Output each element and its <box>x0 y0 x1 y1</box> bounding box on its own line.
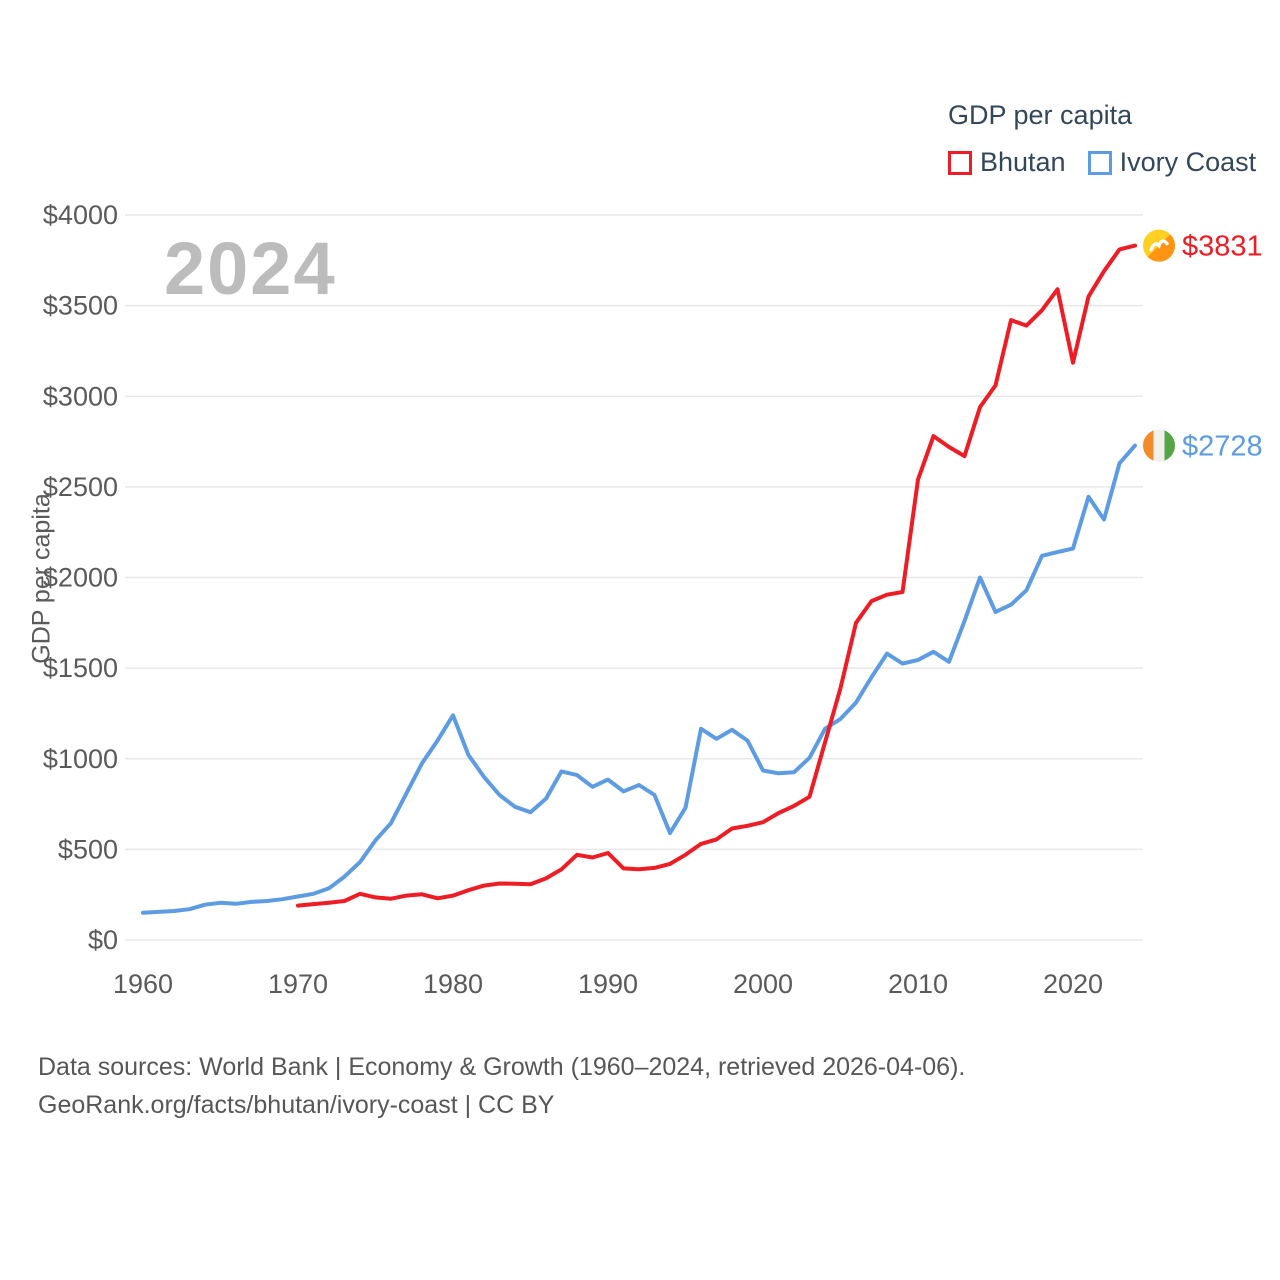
bhutan-flag-icon <box>1141 227 1177 264</box>
x-tick-label: 2010 <box>888 969 948 999</box>
watermark-year: 2024 <box>164 227 337 310</box>
legend-items: Bhutan Ivory Coast <box>948 147 1256 178</box>
x-tick-label: 1970 <box>268 969 328 999</box>
y-tick-label: $500 <box>58 834 118 864</box>
ivory-coast-color-swatch <box>1087 150 1112 175</box>
chart-legend: GDP per capita Bhutan Ivory Coast <box>948 100 1256 178</box>
bhutan-end-value-label: $3831 <box>1182 231 1263 263</box>
ivory-coast-line <box>141 443 1137 915</box>
y-tick-label: $3000 <box>43 381 118 411</box>
y-tick-label: $1500 <box>43 653 118 683</box>
legend-item-label: Ivory Coast <box>1119 147 1257 177</box>
y-tick-label: $1000 <box>43 744 118 774</box>
footer-source-line: Data sources: World Bank | Economy & Gro… <box>38 1053 966 1081</box>
x-tick-label: 2020 <box>1043 969 1103 999</box>
y-tick-label: $2500 <box>43 472 118 502</box>
legend-item-ivory-coast[interactable]: Ivory Coast <box>1087 147 1257 178</box>
footer-attribution-line: GeoRank.org/facts/bhutan/ivory-coast | C… <box>38 1091 555 1119</box>
bhutan-line <box>296 243 1137 908</box>
x-tick-label: 2000 <box>733 969 793 999</box>
x-tick-label: 1960 <box>113 969 173 999</box>
gdp-line-chart: $0 $500 $1000 $1500 $2000 $2500 $3000 $3500 $400… <box>43 200 1263 999</box>
bhutan-color-swatch <box>948 150 972 175</box>
x-tick-label: 1990 <box>578 969 638 999</box>
y-tick-label: $3500 <box>43 291 118 321</box>
ivory-coast-flag-icon <box>1141 427 1177 464</box>
legend-item-bhutan[interactable]: Bhutan <box>948 147 1066 178</box>
y-tick-label: $2000 <box>43 563 118 593</box>
legend-title: GDP per capita <box>948 100 1133 130</box>
y-tick-label: $0 <box>88 925 118 955</box>
footer: Data sources: World Bank | Economy & Gro… <box>38 1048 1198 1124</box>
x-tick-label: 1980 <box>423 969 483 999</box>
legend-item-label: Bhutan <box>980 147 1066 177</box>
ivory-coast-end-value-label: $2728 <box>1182 431 1263 463</box>
y-tick-label: $4000 <box>43 200 118 230</box>
